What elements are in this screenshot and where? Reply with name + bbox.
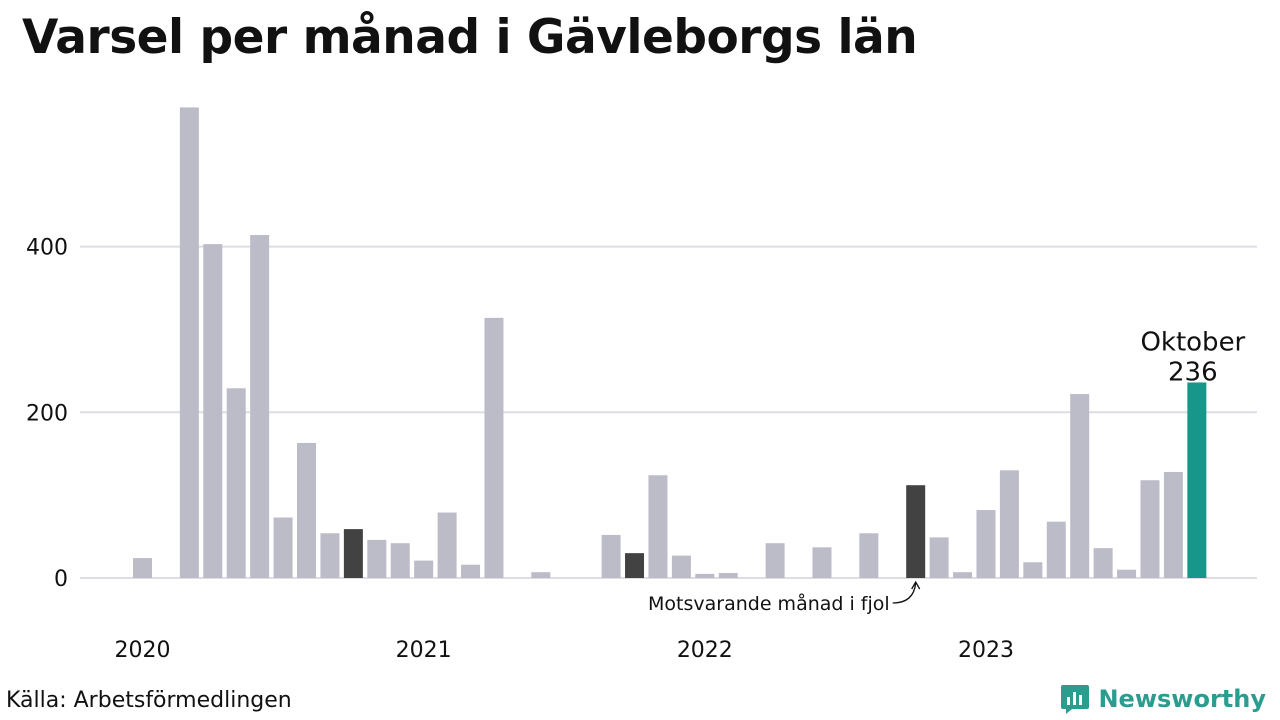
bar-2021-01 (414, 560, 434, 578)
x-year-label-2021: 2021 (396, 638, 452, 663)
bar-2020-01 (133, 558, 152, 578)
bar-2022-02 (718, 573, 738, 578)
bar-2020-09 (320, 533, 340, 578)
bar-2020-10 (343, 529, 363, 578)
bar-2022-12 (953, 572, 973, 578)
x-year-label-2020: 2020 (115, 638, 171, 663)
bar-2020-12 (390, 543, 410, 578)
brand-name: Newsworthy (1098, 685, 1266, 713)
y-axis-ticks: 0 200 400 (26, 236, 68, 592)
bar-2021-11 (648, 475, 668, 578)
bar-2021-10 (625, 553, 645, 578)
bar-2020-03 (179, 107, 199, 579)
bar-2023-08 (1140, 480, 1160, 578)
brand-logo: Newsworthy (1060, 683, 1266, 715)
highlight-month-label: Oktober (1140, 327, 1245, 357)
bar-2022-04 (765, 543, 785, 578)
bar-2023-10 (1187, 382, 1207, 578)
bar-2023-03 (1023, 562, 1043, 578)
bar-2023-06 (1093, 548, 1113, 578)
bar-2020-11 (367, 539, 387, 578)
bar-2021-02 (437, 512, 457, 578)
annotation-arrowhead (911, 580, 921, 590)
x-year-label-2023: 2023 (958, 638, 1014, 663)
x-axis-year-labels: 2020 2021 2022 2023 (115, 638, 1014, 663)
bar-2020-04 (203, 244, 223, 578)
bar-2022-01 (695, 573, 715, 578)
annotation-arrow (892, 582, 917, 604)
bar-2022-06 (812, 547, 832, 578)
bar-2023-05 (1070, 394, 1090, 578)
bar-2021-12 (671, 555, 691, 578)
bar-2021-04 (484, 317, 504, 578)
bar-2023-07 (1117, 569, 1137, 578)
bar-2021-03 (461, 564, 481, 578)
bar-2023-09 (1163, 471, 1183, 578)
bar-2023-02 (999, 470, 1019, 578)
bar-2020-05 (226, 388, 246, 578)
bar-2022-10 (906, 485, 926, 578)
annotation-text: Motsvarande månad i fjol (648, 592, 890, 615)
bar-2021-06 (531, 572, 551, 578)
chart-title: Varsel per månad i Gävleborgs län (22, 10, 918, 65)
newsworthy-logo-icon (1061, 685, 1090, 714)
bar-2022-08 (859, 533, 879, 578)
bar-2023-04 (1046, 521, 1066, 578)
y-tick-label-200: 200 (26, 401, 68, 426)
source-text: Källa: Arbetsförmedlingen (6, 688, 292, 713)
x-year-label-2022: 2022 (677, 638, 733, 663)
bar-2020-06 (250, 235, 270, 578)
bar-2023-01 (976, 510, 996, 578)
y-tick-label-0: 0 (54, 567, 68, 592)
bar-2020-08 (297, 442, 317, 578)
bar-2022-11 (929, 537, 949, 578)
highlight-value-label: 236 (1168, 357, 1218, 387)
bar-2021-09 (601, 534, 621, 578)
bars (133, 107, 1207, 579)
bar-2020-07 (273, 517, 293, 578)
y-tick-label-400: 400 (26, 236, 68, 261)
